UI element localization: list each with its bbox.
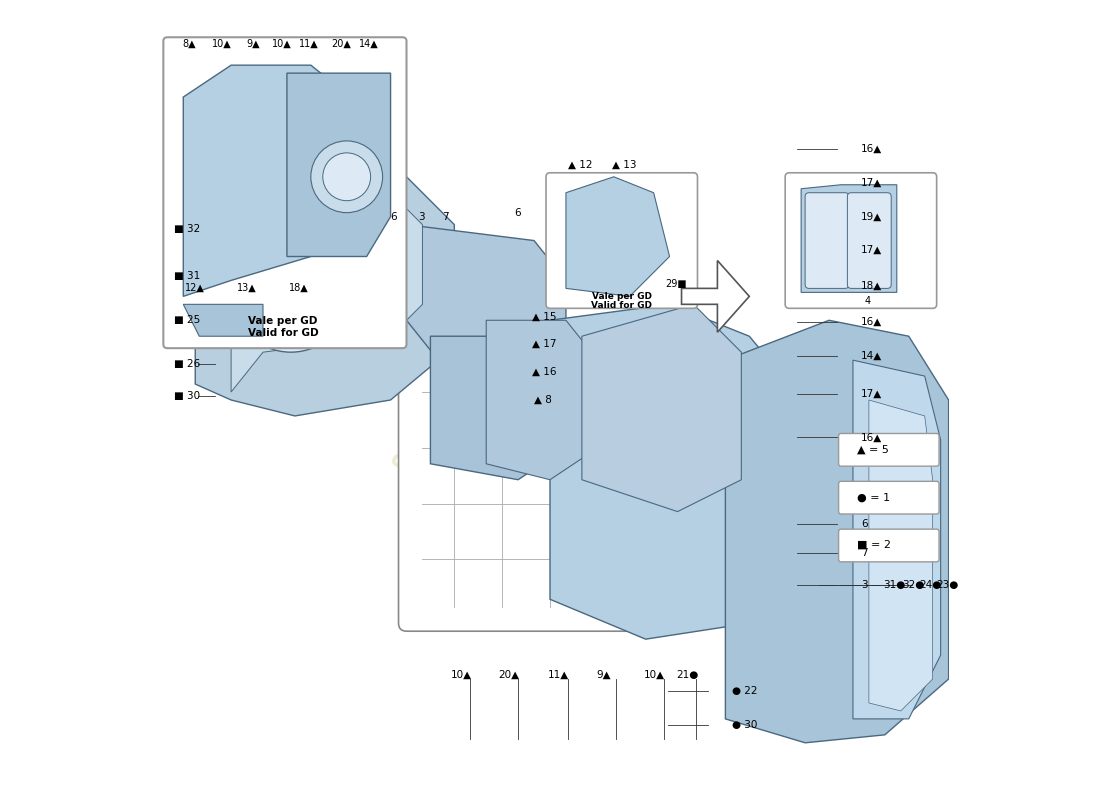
- Text: ■ 30: ■ 30: [174, 391, 200, 401]
- Text: 3: 3: [861, 580, 868, 590]
- Polygon shape: [869, 400, 933, 711]
- Text: ● 22: ● 22: [732, 686, 757, 696]
- Text: 20▲: 20▲: [331, 39, 351, 50]
- Text: ■ 26: ■ 26: [174, 359, 200, 369]
- Text: 9▲: 9▲: [596, 670, 611, 680]
- Text: 9▲: 9▲: [246, 39, 261, 50]
- Text: 19▲: 19▲: [861, 212, 882, 222]
- Text: 6: 6: [514, 208, 520, 218]
- Text: 20▲: 20▲: [498, 670, 519, 680]
- Text: 23●: 23●: [936, 580, 958, 590]
- Polygon shape: [725, 320, 948, 743]
- Text: ■ 25: ■ 25: [174, 315, 200, 326]
- Text: euronics: euronics: [279, 292, 629, 476]
- Text: 18▲: 18▲: [861, 281, 882, 291]
- Text: 7: 7: [442, 212, 449, 222]
- FancyBboxPatch shape: [838, 434, 939, 466]
- Polygon shape: [682, 261, 749, 332]
- Text: 17▲: 17▲: [861, 178, 882, 187]
- Text: ■ = 2: ■ = 2: [857, 540, 891, 550]
- Text: Valid for GD: Valid for GD: [248, 328, 318, 338]
- Text: 17▲: 17▲: [861, 389, 882, 398]
- Text: 10▲: 10▲: [211, 39, 231, 50]
- Polygon shape: [565, 177, 670, 296]
- Text: since 1985: since 1985: [581, 446, 869, 594]
- Text: 7: 7: [861, 548, 868, 558]
- Text: 14▲: 14▲: [360, 39, 378, 50]
- Text: ▲ 15: ▲ 15: [532, 311, 557, 322]
- Text: 16▲: 16▲: [861, 433, 882, 442]
- Text: 12▲: 12▲: [185, 282, 206, 292]
- Text: ▲ 16: ▲ 16: [532, 367, 557, 377]
- Text: 4: 4: [865, 296, 871, 306]
- Text: ▲ 8: ▲ 8: [535, 395, 552, 405]
- Text: 10▲: 10▲: [272, 39, 292, 50]
- FancyBboxPatch shape: [163, 38, 407, 348]
- Text: Vale per GD: Vale per GD: [592, 292, 651, 302]
- Text: 31●: 31●: [883, 580, 905, 590]
- Text: 13▲: 13▲: [238, 282, 257, 292]
- Text: 16▲: 16▲: [861, 144, 882, 154]
- FancyBboxPatch shape: [398, 296, 638, 631]
- Text: 10▲: 10▲: [450, 670, 472, 680]
- Polygon shape: [231, 193, 422, 392]
- Text: ▲ 13: ▲ 13: [613, 160, 637, 170]
- Text: 8▲: 8▲: [183, 39, 197, 50]
- Text: 32●: 32●: [902, 580, 925, 590]
- Polygon shape: [195, 177, 454, 416]
- Circle shape: [231, 233, 351, 352]
- Text: ▲ 12: ▲ 12: [569, 160, 593, 170]
- Text: ▲ = 5: ▲ = 5: [857, 445, 889, 454]
- Text: ■ 32: ■ 32: [174, 223, 200, 234]
- FancyBboxPatch shape: [838, 482, 939, 514]
- FancyBboxPatch shape: [847, 193, 891, 288]
- Text: ● = 1: ● = 1: [857, 492, 890, 502]
- FancyBboxPatch shape: [838, 529, 939, 562]
- Text: 10▲: 10▲: [645, 670, 665, 680]
- Circle shape: [248, 249, 334, 336]
- Text: 18▲: 18▲: [289, 282, 309, 292]
- Polygon shape: [407, 225, 565, 360]
- Circle shape: [322, 153, 371, 201]
- Polygon shape: [287, 73, 390, 257]
- FancyBboxPatch shape: [785, 173, 937, 308]
- FancyBboxPatch shape: [805, 193, 849, 288]
- Text: 21●: 21●: [676, 670, 698, 680]
- Polygon shape: [184, 304, 263, 336]
- Polygon shape: [430, 336, 565, 480]
- Text: 3: 3: [418, 212, 425, 222]
- Text: ■ 31: ■ 31: [174, 271, 200, 282]
- Text: ● 30: ● 30: [732, 720, 757, 730]
- Polygon shape: [184, 65, 351, 296]
- Polygon shape: [486, 320, 597, 480]
- Text: 6: 6: [390, 212, 397, 222]
- Text: 16▲: 16▲: [861, 317, 882, 327]
- Text: 29■: 29■: [666, 279, 688, 290]
- FancyBboxPatch shape: [546, 173, 697, 308]
- Polygon shape: [801, 185, 896, 292]
- Polygon shape: [852, 360, 940, 719]
- Text: Vale per GD: Vale per GD: [249, 316, 318, 326]
- Polygon shape: [550, 304, 805, 639]
- Text: Valid for GD: Valid for GD: [591, 301, 652, 310]
- Text: 11▲: 11▲: [548, 670, 569, 680]
- Text: 24●: 24●: [920, 580, 942, 590]
- Text: ▲ 17: ▲ 17: [532, 339, 557, 349]
- Circle shape: [311, 141, 383, 213]
- Text: 17▲: 17▲: [861, 245, 882, 255]
- Text: 11▲: 11▲: [299, 39, 319, 50]
- Text: a passion for: a passion for: [386, 435, 635, 556]
- Text: 6: 6: [861, 518, 868, 529]
- Text: 14▲: 14▲: [861, 351, 882, 361]
- Polygon shape: [582, 304, 741, 512]
